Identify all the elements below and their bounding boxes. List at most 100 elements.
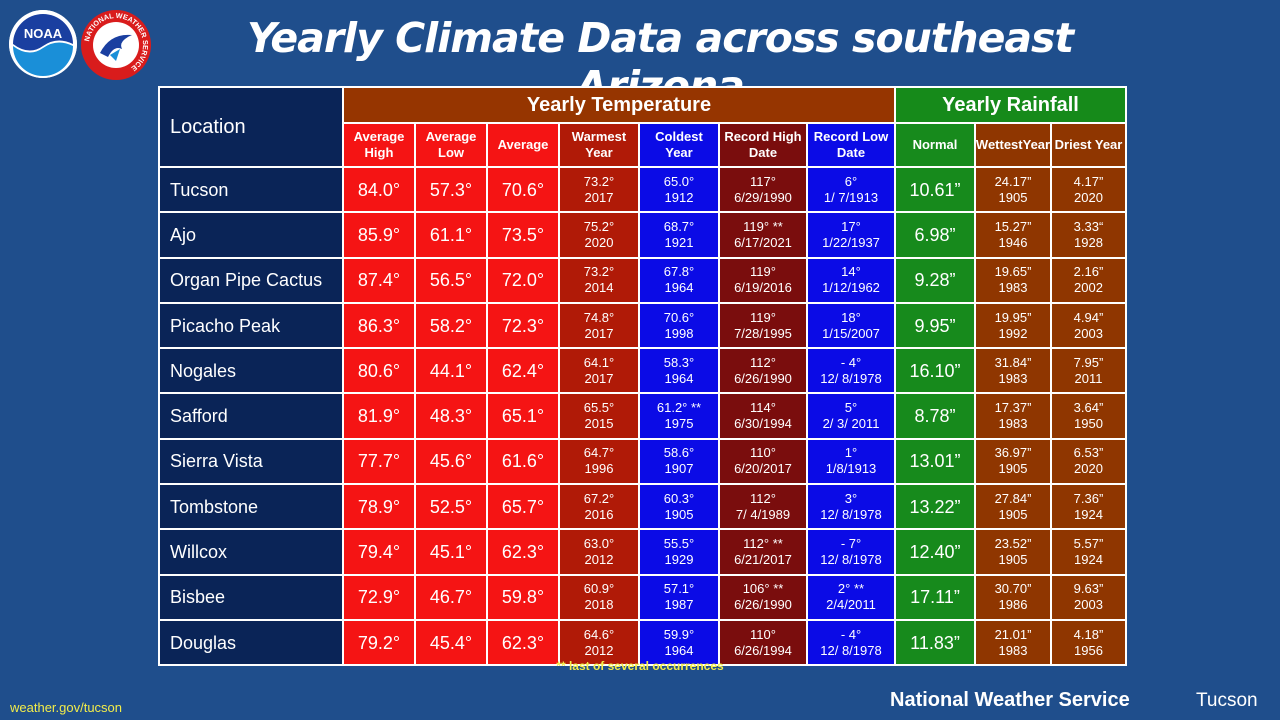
cell-value: 64.6° (583, 626, 615, 642)
average-high-cell: 85.9° (344, 213, 414, 257)
cell-value: 117° (750, 173, 776, 189)
cell-value: 4.94” (1073, 309, 1104, 325)
website-link[interactable]: weather.gov/tucson (10, 700, 123, 715)
record-low-cell: 17° 1/22/1937 (808, 213, 894, 257)
nws-logo: NATIONAL WEATHER SERVICE (80, 9, 152, 81)
normal-rainfall-cell: 13.01” (896, 439, 974, 484)
cell-value: 27.84” (994, 490, 1032, 506)
average-low-cell: 45.4° (416, 620, 486, 665)
location-cell: Tombstone (160, 485, 342, 529)
location-cell: Sierra Vista (160, 439, 342, 484)
cell-date: 1983 (998, 416, 1028, 432)
cell-value: 63.0° (583, 536, 615, 552)
driest-year-cell: 5.57” 1924 (1052, 530, 1125, 574)
cell-value: 6.53” (1073, 445, 1104, 461)
location-cell: Douglas (160, 620, 342, 665)
organization-name: National Weather Service (890, 689, 1130, 711)
cell-date: 6/26/1990 (734, 597, 792, 613)
record-high-cell: 110° 6/20/2017 (720, 439, 806, 484)
warmest-year-cell: 74.8° 2017 (560, 303, 638, 348)
average-low-cell: 45.6° (416, 439, 486, 484)
normal-rainfall-cell: 11.83” (896, 620, 974, 665)
cell-date: 1975 (664, 416, 694, 432)
warmest-year-cell: 73.2° 2014 (560, 258, 638, 302)
cell-value: 110° (750, 626, 776, 642)
average-low-cell: 56.5° (416, 258, 486, 302)
driest-year-cell: 2.16” 2002 (1052, 258, 1125, 302)
cell-value: 7.95” (1073, 354, 1104, 370)
warmest-year-cell: 67.2° 2016 (560, 485, 638, 529)
noaa-logo: NOAA (9, 10, 77, 78)
cell-date: 1912 (664, 189, 694, 205)
wettest-year-cell: 30.70” 1986 (976, 575, 1050, 619)
cell-date: 1956 (1074, 642, 1103, 658)
cell-date: 1986 (998, 597, 1028, 613)
driest-year-cell: 4.94” 2003 (1052, 303, 1125, 348)
record-low-cell: - 4° 12/ 8/1978 (808, 349, 894, 393)
cell-date: 2017 (584, 189, 614, 205)
coldest-year-cell: 55.5° 1929 (640, 530, 718, 574)
cell-value: 6° (844, 173, 858, 189)
average-high-cell: 77.7° (344, 439, 414, 484)
cell-value: 64.1° (583, 354, 615, 370)
cell-date: 1987 (664, 597, 694, 613)
cell-value: 59.9° (663, 626, 695, 642)
cell-date: 1929 (664, 552, 694, 568)
cell-date: 2020 (584, 234, 614, 250)
cell-date: 1924 (1074, 506, 1103, 522)
location-cell: Picacho Peak (160, 303, 342, 348)
cell-date: 1/22/1937 (822, 234, 880, 250)
cell-value: 17° (841, 218, 861, 234)
normal-rainfall-cell: 16.10” (896, 349, 974, 393)
footnote: ** last of several occurrences (556, 659, 724, 673)
col-header-wettest-year: WettestYear (976, 124, 1050, 166)
cell-value: 14° (841, 264, 861, 280)
driest-year-cell: 4.18” 1956 (1052, 620, 1125, 665)
coldest-year-cell: 59.9° 1964 (640, 620, 718, 665)
warmest-year-cell: 64.6° 2012 (560, 620, 638, 665)
cell-value: - 4° (840, 354, 862, 370)
cell-value: 60.9° (583, 581, 615, 597)
cell-date: 2017 (584, 370, 614, 386)
cell-value: 74.8° (583, 309, 615, 325)
warmest-year-cell: 65.5° 2015 (560, 394, 638, 438)
cell-value: 119° (750, 264, 776, 280)
wettest-year-cell: 19.95” 1992 (976, 303, 1050, 348)
record-low-cell: 6° 1/ 7/1913 (808, 168, 894, 212)
average-high-cell: 78.9° (344, 485, 414, 529)
cell-date: 1/15/2007 (822, 325, 880, 341)
normal-rainfall-cell: 17.11” (896, 575, 974, 619)
office-name: Tucson (1196, 690, 1258, 711)
warmest-year-cell: 75.2° 2020 (560, 213, 638, 257)
cell-date: 2011 (1074, 370, 1103, 386)
normal-rainfall-cell: 9.95” (896, 303, 974, 348)
cell-value: 18° (841, 309, 861, 325)
cell-value: 60.3° (663, 490, 695, 506)
warmest-year-cell: 64.1° 2017 (560, 349, 638, 393)
wettest-year-cell: 27.84” 1905 (976, 485, 1050, 529)
cell-date: 1907 (664, 461, 694, 477)
cell-value: 21.01” (994, 626, 1032, 642)
cell-date: 2016 (584, 506, 614, 522)
record-high-cell: 112° 7/ 4/1989 (720, 485, 806, 529)
cell-value: 70.6° (663, 309, 695, 325)
cell-date: 2017 (584, 325, 614, 341)
normal-rainfall-cell: 12.40” (896, 530, 974, 574)
record-high-cell: 106° ** 6/26/1990 (720, 575, 806, 619)
cell-date: 12/ 8/1978 (820, 506, 882, 522)
warmest-year-cell: 73.2° 2017 (560, 168, 638, 212)
normal-rainfall-cell: 6.98” (896, 213, 974, 257)
cell-date: 1946 (998, 234, 1028, 250)
record-high-cell: 110° 6/26/1994 (720, 620, 806, 665)
cell-value: 4.18” (1073, 626, 1104, 642)
cell-date: 6/29/1990 (734, 189, 792, 205)
driest-year-cell: 3.33“ 1928 (1052, 213, 1125, 257)
location-cell: Nogales (160, 349, 342, 393)
cell-date: 1905 (998, 189, 1028, 205)
cell-value: 2.16” (1073, 264, 1104, 280)
col-header-average-high: Average High (344, 124, 414, 166)
cell-date: 1964 (664, 370, 694, 386)
wettest-year-cell: 21.01” 1983 (976, 620, 1050, 665)
cell-value: - 7° (840, 536, 862, 552)
cell-value: 24.17” (994, 173, 1032, 189)
